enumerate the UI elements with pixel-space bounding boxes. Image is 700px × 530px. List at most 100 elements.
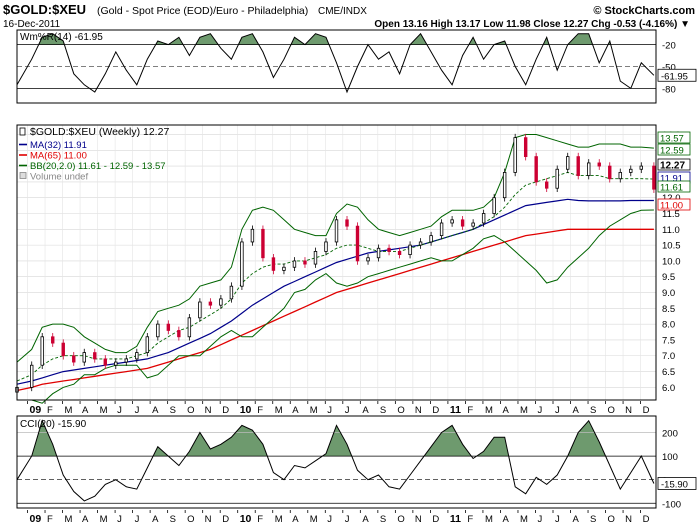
candle-body [51,336,55,344]
price-current-value: 11.00 [660,201,683,212]
wr-overbought-fill [38,33,611,45]
x-tick-label: M [520,405,528,416]
x-tick-label: N [205,514,212,525]
x-tick-label: 09 [30,404,42,416]
candle-body [187,317,192,338]
x-tick-label: F [47,405,53,416]
price-tick-label: 11.0 [662,225,680,236]
x-tick-label: F [467,405,473,416]
x-tick-label: O [187,405,194,416]
price-frame [16,124,657,401]
cci-current-tag [657,477,697,490]
candle-body [534,156,538,183]
candle-body [408,244,412,255]
price-tick-label: 11.5 [662,209,680,220]
price-tick-label: 7.5 [662,335,675,346]
candle-body [471,222,475,227]
x-tick-label: D [643,514,650,525]
x-tick-label: N [205,405,212,416]
cci-overbought-fill [17,420,654,457]
price-current-tag [657,131,691,144]
candle-body [608,165,612,180]
candle-body [313,251,318,265]
x-tick-label: S [380,514,386,525]
chart-date: 16-Dec-2011 [3,19,61,30]
cci-label: CCI(20) -15.90 [20,419,87,430]
cci-x-axis: 09 F M A M J J A S O N D 10 F M A M J J A S O N D 11 F M A M J J A S O N D [27,510,650,525]
price-tick-label: 7.0 [662,351,675,362]
x-tick-label: M [520,514,528,525]
x-tick-label: F [257,514,263,525]
x-tick-label: J [345,405,350,416]
candle-body [513,137,517,173]
candle-body [618,172,622,180]
x-tick-label: D [432,514,439,525]
wr-frame [16,29,657,104]
wr-tick-label: -20 [662,41,676,52]
candle-body [156,323,160,338]
price-current-tag [657,158,691,171]
x-tick-label: N [415,405,422,416]
x-tick-label: S [590,405,596,416]
x-tick-label: D [643,405,650,416]
x-tick-label: A [502,405,509,416]
x-tick-label: A [292,514,299,525]
price-x-axis: 09 F M A M J J A S O N D 10 F M A M J J A S O N D 11 F M A M J J A S O N D [27,401,650,416]
x-tick-label: D [222,514,229,525]
wr-current-value: -61.95 [661,71,688,82]
x-tick-label: O [397,405,404,416]
price-legend-item: Volume undef [30,172,88,183]
x-tick-label: M [310,514,318,525]
candle-body [334,219,339,243]
candle-body [502,172,507,199]
x-tick-label: J [117,514,122,525]
candle-body [397,251,402,255]
candle-body [82,352,86,363]
x-tick-label: N [625,514,632,525]
price-current-value: 13.57 [660,134,684,145]
candle-body [124,358,129,363]
x-tick-label: J [555,405,560,416]
x-tick-label: J [327,405,332,416]
price-legend-item: MA(32) 11.91 [30,140,87,151]
x-tick-label: D [222,405,229,416]
x-tick-label: 10 [240,513,252,525]
x-tick-label: N [625,405,632,416]
candle-body [114,361,118,366]
candle-body [387,247,391,252]
price-current-tag [657,143,691,156]
x-tick-label: D [432,405,439,416]
candle-body [229,285,234,300]
candle-body [544,181,549,189]
x-tick-label: M [100,514,108,525]
x-tick-label: J [537,405,542,416]
wr-series-line [16,32,655,94]
x-tick-label: N [415,514,422,525]
candle-body [61,342,65,357]
x-tick-label: J [327,514,332,525]
wr-label: Wm%R(14) -61.95 [20,32,103,43]
x-tick-label: M [100,405,108,416]
candle-body [652,165,656,190]
legend-candle-swatch [19,127,26,136]
series-bb-upper [16,134,654,363]
x-tick-label: A [82,405,89,416]
chart-description: (Gold - Spot Price (EOD)/Euro - Philadel… [97,5,308,17]
price-legend-item: BB(20,2.0) 11.61 - 12.59 - 13.57 [30,161,166,172]
quote-line: Open 13.16 High 13.17 Low 11.98 Close 12… [374,19,690,30]
candle-body [72,355,76,363]
candle-body [345,219,349,227]
candle-body [439,222,444,237]
price-legend-item: MA(65) 11.00 [30,151,87,162]
x-tick-label: A [152,514,159,525]
x-tick-label: A [573,514,580,525]
price-current-value: 11.91 [660,174,683,185]
wr-tick-label: -50 [662,63,676,74]
x-tick-label: M [275,514,283,525]
x-tick-label: J [117,405,122,416]
price-current-value: 12.27 [660,161,685,172]
price-current-value: 11.61 [660,183,683,194]
cci-tick-label: -100 [662,499,681,510]
x-tick-label: O [397,514,404,525]
